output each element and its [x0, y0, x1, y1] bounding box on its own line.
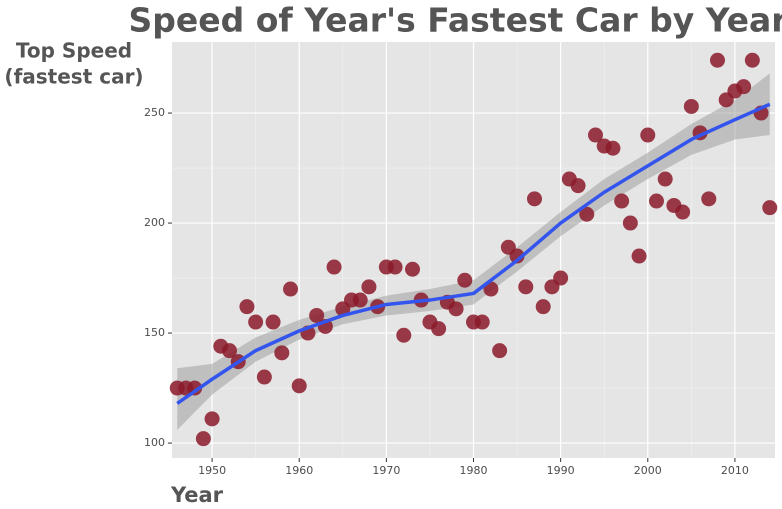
data-point [222, 343, 238, 359]
data-point [204, 411, 220, 427]
y-axis-label: (fastest car) [4, 65, 143, 89]
data-point [701, 191, 717, 207]
data-point [457, 272, 473, 288]
data-point [587, 127, 603, 143]
data-point [256, 369, 272, 385]
x-axis-label: Year [170, 483, 224, 507]
data-point [553, 270, 569, 286]
data-point [675, 204, 691, 220]
data-point [239, 299, 255, 315]
data-point [744, 52, 760, 68]
data-point [535, 299, 551, 315]
data-point [448, 301, 464, 317]
data-point [274, 345, 290, 361]
data-point [195, 431, 211, 447]
data-point [283, 281, 299, 297]
x-tick-label: 1950 [198, 464, 226, 477]
data-point [762, 200, 778, 216]
data-point [657, 171, 673, 187]
data-point [326, 259, 342, 275]
data-point [352, 292, 368, 308]
data-point [431, 321, 447, 337]
data-point [291, 378, 307, 394]
data-point [526, 191, 542, 207]
data-point [483, 281, 499, 297]
data-point [736, 79, 752, 95]
y-tick-label: 100 [144, 436, 165, 449]
data-point [631, 248, 647, 264]
data-point [518, 279, 534, 295]
data-point [570, 178, 586, 194]
data-point [709, 52, 725, 68]
x-tick-label: 1960 [285, 464, 313, 477]
y-tick-label: 250 [144, 106, 165, 119]
data-point [265, 314, 281, 330]
data-point [474, 314, 490, 330]
x-tick-label: 1970 [372, 464, 400, 477]
x-tick-label: 2000 [634, 464, 662, 477]
chart-title: Speed of Year's Fastest Car by Year [128, 1, 782, 40]
data-point [648, 193, 664, 209]
data-point [387, 259, 403, 275]
x-tick-label: 1980 [460, 464, 488, 477]
y-tick-label: 200 [144, 216, 165, 229]
data-point [405, 261, 421, 277]
data-point [683, 98, 699, 114]
data-point [605, 140, 621, 156]
y-axis-label: Top Speed [16, 39, 132, 63]
data-point [579, 206, 595, 222]
data-point [492, 343, 508, 359]
data-point [187, 380, 203, 396]
data-point [248, 314, 264, 330]
x-tick-label: 1990 [547, 464, 575, 477]
x-tick-label: 2010 [721, 464, 749, 477]
data-point [396, 327, 412, 343]
y-tick-label: 150 [144, 326, 165, 339]
data-point [614, 193, 630, 209]
data-point [622, 215, 638, 231]
data-point [640, 127, 656, 143]
smooth-line [176, 102, 771, 405]
data-point [361, 279, 377, 295]
data-point [509, 248, 525, 264]
data-point [309, 307, 325, 323]
